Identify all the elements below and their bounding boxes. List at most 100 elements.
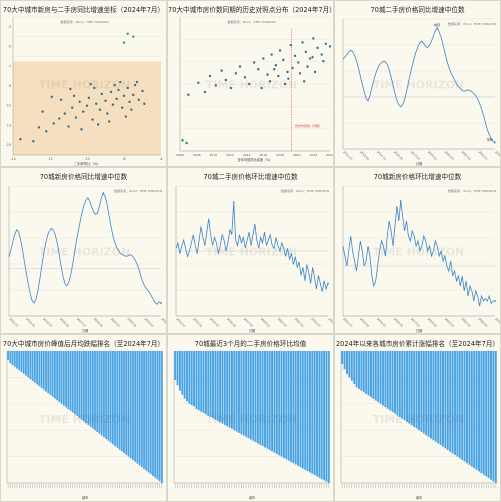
bar <box>348 351 351 378</box>
bar <box>247 351 250 439</box>
scatter-point <box>252 61 256 64</box>
bar <box>7 351 10 360</box>
chart-title: 2024年以来各城市房价累计涨幅排名（至2024年7月） <box>335 340 500 348</box>
x-tick-label: 2017-07 <box>410 317 421 328</box>
bar <box>264 351 266 448</box>
x-tick-label: 2022-01 <box>294 317 305 328</box>
bar <box>56 351 59 401</box>
bar <box>271 351 274 452</box>
series-line <box>342 200 495 307</box>
scatter-point <box>67 125 70 128</box>
scatter-point <box>113 83 116 87</box>
scatter-point <box>293 54 297 58</box>
scatter-point <box>297 61 300 64</box>
scatter-point <box>312 37 315 40</box>
scatter-point <box>313 70 317 74</box>
x-tick-label: 2011-07 <box>8 317 19 328</box>
x-tick-label: 2024-07 <box>160 317 167 328</box>
bar <box>266 351 269 449</box>
bar <box>468 351 471 465</box>
chart-title: 70城二手房价格同比增速中位数 <box>370 6 465 14</box>
bar <box>318 351 321 478</box>
bar <box>91 351 94 429</box>
watermark: TIME HORIZON <box>206 413 298 426</box>
scatter-point <box>122 41 126 44</box>
bar <box>132 351 134 461</box>
scatter-point <box>87 96 91 100</box>
bar <box>301 351 304 469</box>
x-axis-label: 城市 <box>249 495 256 500</box>
bar <box>29 351 32 380</box>
bar <box>174 351 177 381</box>
bar <box>254 351 257 443</box>
scatter-point <box>208 74 212 78</box>
scatter-point <box>262 57 265 60</box>
bar <box>377 351 380 403</box>
bar <box>36 351 38 385</box>
scatter-point <box>72 94 76 98</box>
bar <box>116 351 119 448</box>
bar <box>432 351 435 441</box>
bar-chart-peak-decline: TIME HORIZON 城市 <box>6 350 163 500</box>
scatter-point <box>124 115 128 118</box>
x-tick-label: 2016 <box>260 153 268 157</box>
bar <box>415 351 418 429</box>
bar <box>401 351 404 419</box>
scatter-point <box>82 110 85 113</box>
bar <box>62 351 65 406</box>
bar <box>406 351 408 422</box>
x-tick-label: 2013-01 <box>359 317 370 328</box>
bar <box>490 351 492 480</box>
bar <box>40 351 43 388</box>
chart-title: 70城二手房价格环比增速中位数 <box>203 173 298 181</box>
bar <box>422 351 425 434</box>
scatter-point <box>274 64 278 67</box>
bar <box>323 351 326 481</box>
bar <box>18 351 21 371</box>
watermark: TIME HORIZON <box>39 413 131 426</box>
scatter-point <box>85 104 89 107</box>
bar <box>418 351 420 431</box>
bar <box>365 351 368 394</box>
bar <box>386 351 389 409</box>
x-tick-label: 2010 <box>210 153 218 157</box>
scatter-point <box>141 89 144 93</box>
source-note: 数据来源：Wind；TIME HORIZON <box>448 21 496 26</box>
bar <box>129 351 132 459</box>
source-note: 数据来源：Wind；TIME HORIZON <box>448 188 496 193</box>
last-marker <box>160 302 162 304</box>
bar <box>80 351 83 420</box>
x-tick-label: 2016-01 <box>59 317 70 328</box>
bar <box>442 351 444 447</box>
scatter-point <box>126 32 129 35</box>
chart-title: 70大中城市房价峰值后月均跌幅排名（至2024年7月） <box>2 340 165 348</box>
bar <box>355 351 358 388</box>
scatter-point <box>120 106 124 109</box>
bar <box>297 351 300 466</box>
scatter-point <box>132 35 135 38</box>
bar <box>398 351 401 417</box>
x-tick-label: 2006 <box>176 153 184 157</box>
bar <box>152 351 154 476</box>
bar <box>480 351 483 474</box>
watermark: TIME HORIZON <box>206 79 298 92</box>
bar <box>51 351 54 397</box>
bar <box>268 351 271 450</box>
series-line <box>8 192 162 305</box>
x-tick-label: 2011-07 <box>342 317 353 328</box>
scatter-point <box>119 80 122 84</box>
scatter-point <box>78 100 81 103</box>
bar <box>285 351 288 460</box>
y-tick-label: -7 <box>8 64 11 68</box>
bar <box>403 351 406 421</box>
bar <box>120 351 123 452</box>
scatter-point <box>266 73 269 76</box>
scatter-point <box>278 49 282 52</box>
bar <box>449 351 452 452</box>
scatter-point <box>277 74 280 78</box>
bar <box>427 351 430 437</box>
bar <box>425 351 428 436</box>
panel-bar-3m-mom: 70城最近3个月的二手房价格环比均值 TIME HORIZON 城市 <box>167 334 334 502</box>
x-tick-label: 2022-01 <box>461 317 472 328</box>
x-tick-label: 2024 <box>326 153 334 157</box>
